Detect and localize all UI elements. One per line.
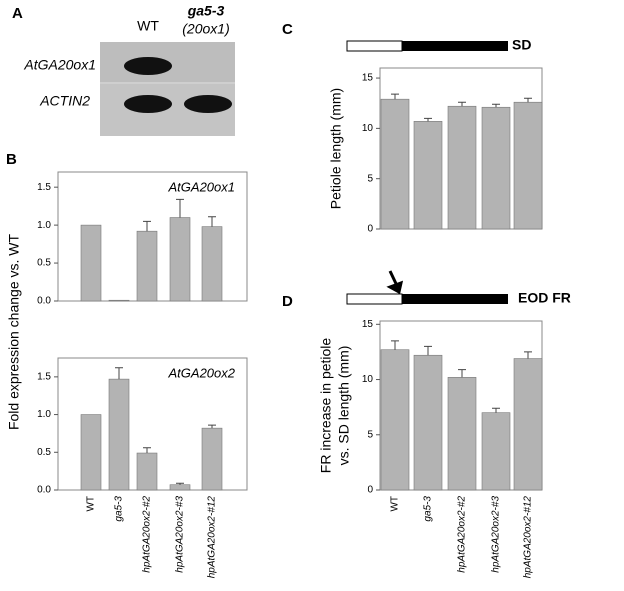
bar — [413, 354, 443, 491]
bar — [380, 349, 410, 491]
photoperiod-label: SD — [512, 37, 531, 53]
fr-arrow — [386, 270, 404, 295]
x-tick-label: hpAtGA20ox2-#3 — [491, 496, 502, 573]
bar — [201, 226, 223, 302]
y-tick-label: 0 — [367, 224, 373, 235]
gel-band — [124, 95, 172, 113]
error-bar — [424, 345, 432, 356]
bar — [481, 106, 511, 230]
bar — [136, 230, 158, 302]
x-tick-label: hpAtGA20ox2-#2 — [142, 496, 153, 573]
y-tick-label: 0.5 — [37, 447, 51, 458]
error-bar — [391, 340, 399, 350]
bar — [80, 414, 102, 491]
y-tick-label: 5 — [367, 429, 373, 440]
y-axis-label: Petiole length (mm) — [328, 88, 344, 209]
dark-period — [402, 41, 508, 51]
bar — [80, 224, 102, 302]
light-period — [346, 293, 403, 305]
x-tick-label: hpAtGA20ox2-#12 — [523, 496, 534, 579]
bar — [513, 101, 543, 230]
bar — [108, 299, 130, 302]
gel-band — [124, 57, 172, 75]
panel-label: A — [12, 5, 23, 22]
bar — [108, 378, 130, 491]
error-bar — [208, 216, 216, 227]
y-axis-label: FR increase in petiole — [318, 338, 334, 474]
y-tick-label: 1.0 — [37, 220, 51, 231]
annotation: AtGA20ox2 — [168, 365, 236, 380]
error-bar — [492, 103, 500, 108]
gene-label: ACTIN2 — [39, 93, 90, 109]
y-tick-label: 1.5 — [37, 182, 51, 193]
y-tick-label: 15 — [362, 319, 374, 330]
bar — [513, 358, 543, 491]
lane-label: ga5-3 — [187, 3, 225, 19]
gel-band — [184, 95, 232, 113]
y-tick-label: 1.0 — [37, 409, 51, 420]
y-tick-label: 0.5 — [37, 258, 51, 269]
photoperiod-label: EOD FR — [518, 290, 571, 306]
error-bar — [458, 369, 466, 378]
error-bar — [143, 220, 151, 232]
x-tick-label: hpAtGA20ox2-#3 — [175, 496, 186, 573]
error-bar — [143, 447, 151, 454]
lane-label: WT — [137, 18, 159, 34]
light-period — [346, 40, 403, 52]
error-bar — [176, 198, 184, 218]
x-tick-label: ga5-3 — [423, 496, 434, 522]
x-tick-label: hpAtGA20ox2-#2 — [457, 496, 468, 573]
x-tick-label: ga5-3 — [114, 496, 125, 522]
lane-label: (20ox1) — [182, 21, 229, 37]
panel-label: C — [282, 21, 293, 38]
bar — [481, 412, 511, 491]
bar — [413, 121, 443, 230]
x-tick-label: WT — [86, 496, 97, 512]
panel-label: B — [6, 151, 17, 168]
bar — [136, 452, 158, 491]
error-bar — [524, 97, 532, 103]
y-tick-label: 0 — [367, 485, 373, 496]
error-bar — [458, 101, 466, 107]
x-tick-label: hpAtGA20ox2-#12 — [207, 496, 218, 579]
error-bar — [208, 424, 216, 429]
y-axis-label: Fold expression change vs. WT — [6, 234, 22, 431]
y-tick-label: 5 — [367, 173, 373, 184]
bar — [447, 377, 477, 491]
y-tick-label: 10 — [362, 374, 374, 385]
error-bar — [391, 93, 399, 100]
y-tick-label: 0.0 — [37, 296, 51, 307]
y-tick-label: 10 — [362, 123, 374, 134]
error-bar — [524, 351, 532, 359]
panel-label: D — [282, 293, 293, 310]
error-bar — [115, 367, 123, 380]
gene-label: AtGA20ox1 — [23, 57, 96, 73]
y-tick-label: 15 — [362, 73, 374, 84]
bar — [169, 217, 191, 302]
bar — [380, 98, 410, 230]
y-tick-label: 1.5 — [37, 371, 51, 382]
y-tick-label: 0.0 — [37, 485, 51, 496]
bar — [201, 427, 223, 491]
y-axis-label: vs. SD length (mm) — [336, 346, 352, 466]
dark-period — [402, 294, 508, 304]
error-bar — [176, 482, 184, 485]
error-bar — [424, 117, 432, 122]
bar — [169, 484, 191, 491]
x-tick-label: WT — [390, 496, 401, 512]
error-bar — [492, 407, 500, 413]
bar — [447, 105, 477, 230]
annotation: AtGA20ox1 — [168, 179, 236, 194]
